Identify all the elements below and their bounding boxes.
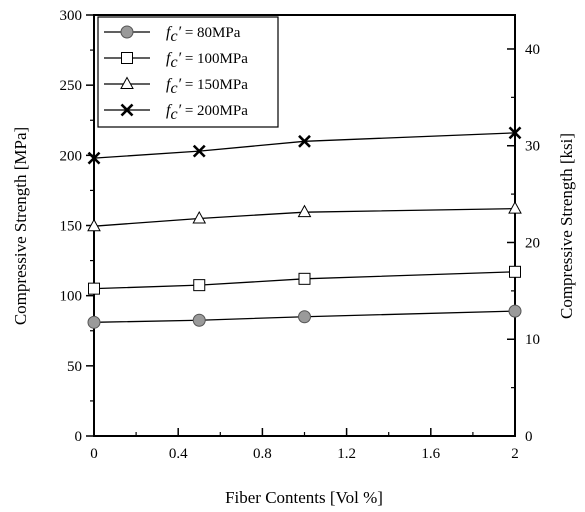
legend-marker (120, 25, 134, 39)
y-tick-label: 100 (60, 289, 83, 305)
data-point (192, 210, 207, 224)
legend-entry: fc′ = 200MPa (104, 102, 248, 123)
y-tick-label: 250 (60, 78, 83, 94)
series-line (93, 271, 516, 290)
series-square (88, 265, 521, 295)
legend-label: fc′ = 80MPa (166, 24, 241, 45)
x-tick-label: 0 (90, 446, 98, 462)
data-point (508, 126, 522, 140)
data-point (87, 151, 101, 165)
legend: fc′ = 80MPa fc′ = 100MPa fc′ = 150MPa fc′ =… (97, 16, 279, 128)
data-point (193, 279, 206, 292)
series-x (87, 126, 522, 165)
legend-entry: fc′ = 100MPa (104, 50, 248, 71)
y2-tick-label: 30 (525, 139, 540, 155)
data-point (297, 204, 312, 218)
y2-tick-label: 0 (525, 429, 533, 445)
legend-label: fc′ = 100MPa (166, 50, 248, 71)
legend-marker (121, 52, 133, 64)
y-tick-label: 300 (60, 8, 83, 24)
legend-label: fc′ = 150MPa (166, 76, 248, 97)
legend-entry: fc′ = 80MPa (104, 24, 241, 45)
tick-labels: 0 0.4 0.8 1.2 1.6 205010015020025030001020304… (60, 8, 541, 462)
series-line (93, 208, 516, 227)
x-tick-label: 0.4 (169, 446, 188, 462)
x-tick-label: 2 (511, 446, 519, 462)
data-point (298, 310, 311, 324)
y2-tick-label: 20 (525, 235, 540, 251)
x-axis-title: Fiber Contents [Vol %] (225, 488, 383, 507)
data-point (87, 218, 101, 232)
legend-marker (120, 103, 134, 117)
series-line (93, 132, 516, 159)
legend-entry: fc′ = 150MPa (104, 76, 248, 97)
legend-label: fc′ = 200MPa (166, 102, 248, 123)
data-point (87, 315, 101, 329)
series-line (93, 310, 516, 323)
y-tick-label: 200 (60, 148, 83, 164)
data-point (509, 265, 521, 278)
data-point (298, 134, 311, 148)
y2-tick-label: 10 (525, 332, 540, 348)
data-point (88, 282, 100, 295)
x-tick-label: 1.6 (421, 446, 440, 462)
y-tick-label: 0 (75, 429, 83, 445)
data-point (508, 304, 522, 318)
y-axis-title: Compressive Strength [MPa] (11, 127, 30, 325)
series-circle (87, 304, 522, 329)
x-tick-label: 0.8 (253, 446, 272, 462)
legend-marker (120, 76, 134, 89)
ticks (86, 14, 516, 437)
data-point (192, 144, 206, 158)
x-tick-label: 1.2 (337, 446, 356, 462)
y2-tick-label: 40 (525, 42, 540, 58)
data-point (508, 201, 522, 214)
data-point (298, 272, 311, 285)
y2-axis-title: Compressive Strength [ksi] (557, 133, 576, 319)
data-point (192, 313, 206, 327)
series-triangle (87, 201, 522, 232)
y-tick-label: 50 (67, 359, 82, 375)
y-tick-label: 150 (60, 219, 83, 235)
series-layer (87, 126, 522, 329)
